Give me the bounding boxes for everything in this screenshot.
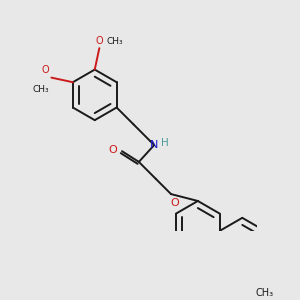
Text: O: O [41,65,49,75]
Text: H: H [161,138,169,148]
Text: O: O [170,198,179,208]
Text: CH₃: CH₃ [32,85,49,94]
Text: CH₃: CH₃ [255,288,273,298]
Text: CH₃: CH₃ [106,37,123,46]
Text: N: N [150,140,158,150]
Text: O: O [109,145,117,154]
Text: O: O [95,36,103,46]
